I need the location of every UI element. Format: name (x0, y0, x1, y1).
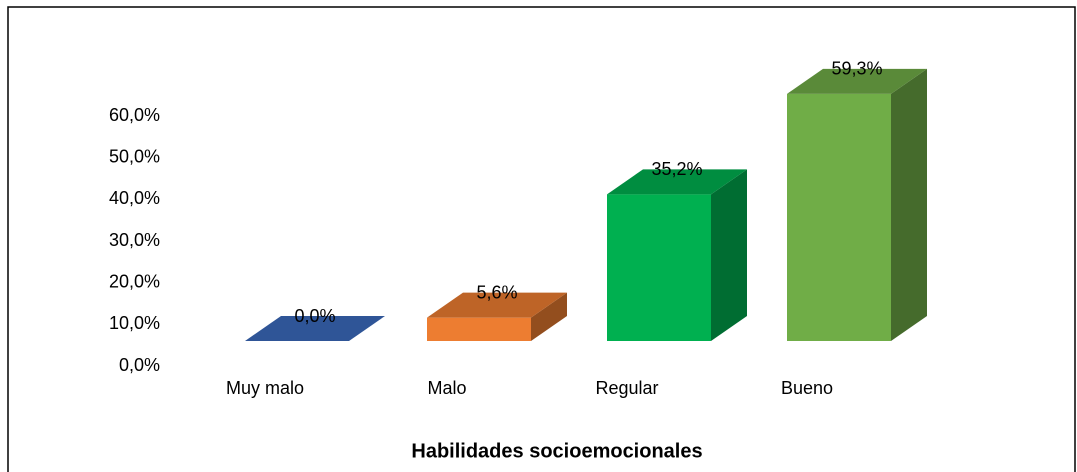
bar-top (245, 316, 385, 341)
chart-title: Habilidades socioemocionales (411, 440, 702, 462)
x-tick-label: Regular (595, 378, 658, 398)
y-tick-label: 30,0% (109, 230, 160, 250)
bar-side (891, 68, 927, 342)
bar-side (711, 169, 747, 341)
bar-side (531, 292, 567, 341)
y-tick-label: 10,0% (109, 313, 160, 333)
value-label: 0,0% (294, 306, 335, 326)
x-tick-label: Malo (427, 378, 466, 398)
y-tick-label: 0,0% (119, 355, 160, 375)
y-tick-label: 40,0% (109, 188, 160, 208)
value-label: 59,3% (831, 59, 882, 79)
bar-top (787, 68, 927, 94)
bar-front (607, 194, 711, 341)
value-label: 35,2% (651, 159, 702, 179)
bar-front (427, 317, 531, 341)
y-tick-label: 20,0% (109, 271, 160, 291)
y-tick-label: 50,0% (109, 146, 160, 166)
bar-front (787, 93, 891, 342)
x-tick-label: Bueno (781, 378, 833, 398)
value-label: 5,6% (476, 282, 517, 302)
bar-top (427, 292, 567, 318)
y-tick-label: 60,0% (109, 105, 160, 125)
x-tick-label: Muy malo (226, 378, 304, 398)
bar-top (607, 169, 747, 195)
